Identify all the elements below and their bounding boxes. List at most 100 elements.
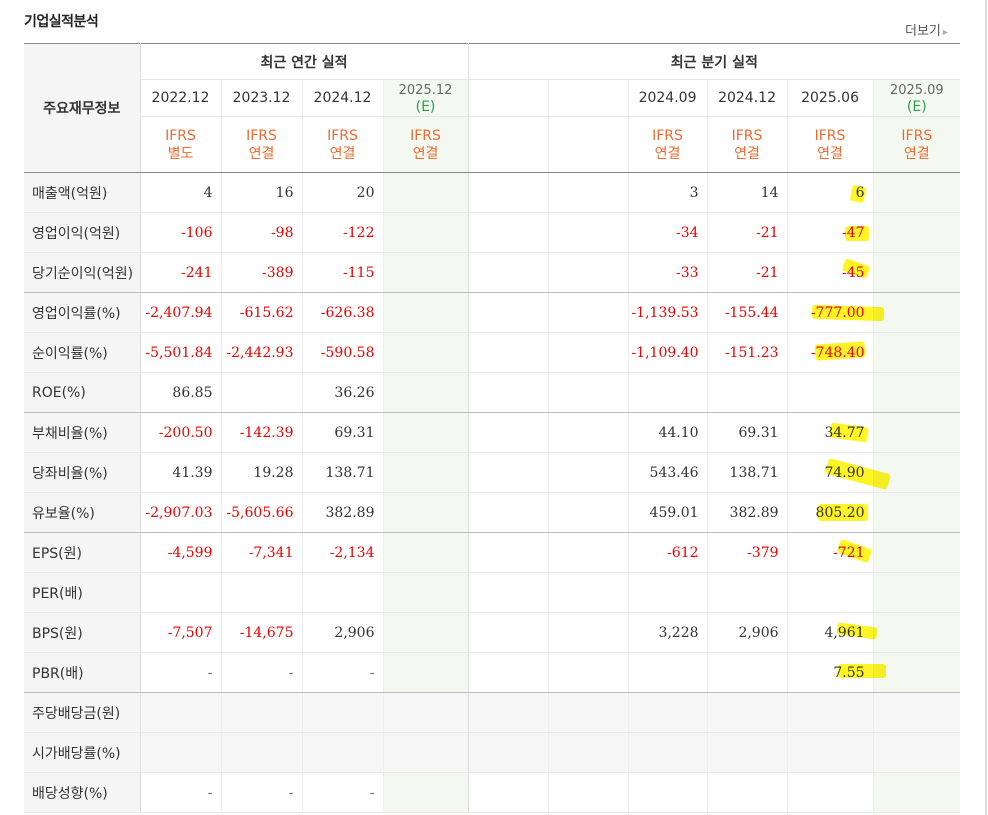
period-label: 2025.12 <box>398 82 453 98</box>
table-row: 영업이익(억원) -106 -98 -122 -34 -21 -47 <box>24 212 961 253</box>
basis-label: 연결 <box>248 145 275 162</box>
value-cell: -4,599 <box>139 532 221 573</box>
value-cell: -615.62 <box>220 292 302 333</box>
table-row: PBR(배) - - -7.55 <box>24 652 961 693</box>
value-cell: -45 <box>786 252 874 293</box>
value-cell <box>706 692 788 733</box>
ifrs-label: IFRS <box>814 127 846 144</box>
accounting-basis: IFRS 별도 <box>139 116 221 173</box>
value-cell <box>547 612 629 653</box>
value-cell <box>382 372 469 413</box>
estimate-tag: (E) <box>415 98 436 115</box>
value-cell: -590.58 <box>301 332 383 373</box>
value-cell <box>872 252 961 293</box>
value-cell: -2,407.94 <box>139 292 221 333</box>
value-cell: - <box>220 772 302 813</box>
value-cell <box>220 692 302 733</box>
table-row: 유보율(%) -2,907.03 -5,605.66 382.89 459.01 382.… <box>24 492 961 533</box>
value-cell: -7,507 <box>139 612 221 653</box>
value-cell: 7.55 <box>786 652 874 693</box>
accounting-basis: IFRS 연결 <box>220 116 302 173</box>
value-cell <box>467 332 549 373</box>
row-label: 당기순이익(억원) <box>24 252 141 293</box>
value-cell <box>547 572 629 613</box>
row-label: 시가배당률(%) <box>24 732 141 773</box>
value-cell: 3 <box>627 172 708 213</box>
value-cell <box>382 692 469 733</box>
value-cell <box>627 692 708 733</box>
period-label: 2024.09 <box>638 90 697 106</box>
scrollbar-track[interactable] <box>985 0 987 815</box>
table-row: BPS(원) -7,507 -14,675 2,906 3,228 2,906 4,961 <box>24 612 961 653</box>
accounting-basis: IFRS 연결 <box>706 116 788 173</box>
value-cell <box>547 172 629 213</box>
value-cell: -200.50 <box>139 412 221 453</box>
value-cell <box>467 492 549 533</box>
value-cell: - <box>301 772 383 813</box>
value-cell: 14 <box>706 172 788 213</box>
basis-label: 연결 <box>903 145 930 162</box>
value-cell <box>547 692 629 733</box>
value-cell <box>872 692 961 733</box>
row-label: 주당배당금(원) <box>24 692 141 733</box>
table-row: 주당배당금(원) <box>24 692 961 733</box>
row-label: 배당성향(%) <box>24 772 141 813</box>
value-cell: - <box>301 652 383 693</box>
value-cell: 2,906 <box>706 612 788 653</box>
value-cell: -98 <box>220 212 302 253</box>
accounting-basis: IFRS 연결 <box>382 116 469 173</box>
ifrs-label: IFRS <box>246 127 277 144</box>
row-label: 매출액(억원) <box>24 172 141 213</box>
table-row: 시가배당률(%) <box>24 732 961 773</box>
value-cell <box>467 172 549 213</box>
value-cell <box>220 732 302 773</box>
value-cell: -33 <box>627 252 708 293</box>
section-title: 기업실적분석 <box>24 14 99 30</box>
value-cell: -721 <box>786 532 874 573</box>
value-cell: 6 <box>786 172 874 213</box>
value-cell: -14,675 <box>220 612 302 653</box>
row-label: ROE(%) <box>24 372 141 413</box>
value-cell <box>706 372 788 413</box>
estimate-tag: (E) <box>906 98 927 115</box>
value-cell <box>467 412 549 453</box>
value-cell <box>872 372 961 413</box>
value-cell: 16 <box>220 172 302 213</box>
more-link[interactable]: 더보기 ▸ <box>905 20 948 39</box>
table-row: 매출액(억원) 4 16 20 3 14 6 <box>24 172 961 213</box>
value-cell: -34 <box>627 212 708 253</box>
value-cell <box>547 532 629 573</box>
value-cell <box>872 452 961 493</box>
row-label: EPS(원) <box>24 532 141 573</box>
value-cell <box>382 572 469 613</box>
accounting-basis: IFRS 연결 <box>786 116 874 173</box>
financial-table: 주요재무정보 최근 연간 실적 최근 분기 실적 2022.12 2023.12 2… <box>24 43 961 813</box>
value-cell <box>627 732 708 773</box>
annual-group-header: 최근 연간 실적 <box>139 43 469 80</box>
value-cell: 19.28 <box>220 452 302 493</box>
period-label: 2025.06 <box>801 90 859 106</box>
value-cell <box>467 572 549 613</box>
period-header: 2025.06 <box>786 79 874 117</box>
period-label: 2022.12 <box>151 90 210 106</box>
value-cell <box>706 732 788 773</box>
value-cell: -2,907.03 <box>139 492 221 533</box>
quarter-group-header: 최근 분기 실적 <box>467 43 961 80</box>
value-cell: -142.39 <box>220 412 302 453</box>
value-cell: -612 <box>627 532 708 573</box>
value-cell <box>547 452 629 493</box>
value-cell <box>627 772 708 813</box>
basis-label: 연결 <box>329 145 356 162</box>
value-cell: -777.00 <box>786 292 874 333</box>
row-header-label: 주요재무정보 <box>24 43 141 173</box>
value-cell <box>547 772 629 813</box>
value-cell <box>382 772 469 813</box>
row-label: 유보율(%) <box>24 492 141 533</box>
value-cell <box>786 692 874 733</box>
period-label: 2024.12 <box>313 90 372 106</box>
value-cell <box>382 412 469 453</box>
accounting-basis: IFRS 연결 <box>301 116 383 173</box>
ifrs-label: IFRS <box>327 127 358 144</box>
value-cell: 74.90 <box>786 452 874 493</box>
value-cell: -5,501.84 <box>139 332 221 373</box>
